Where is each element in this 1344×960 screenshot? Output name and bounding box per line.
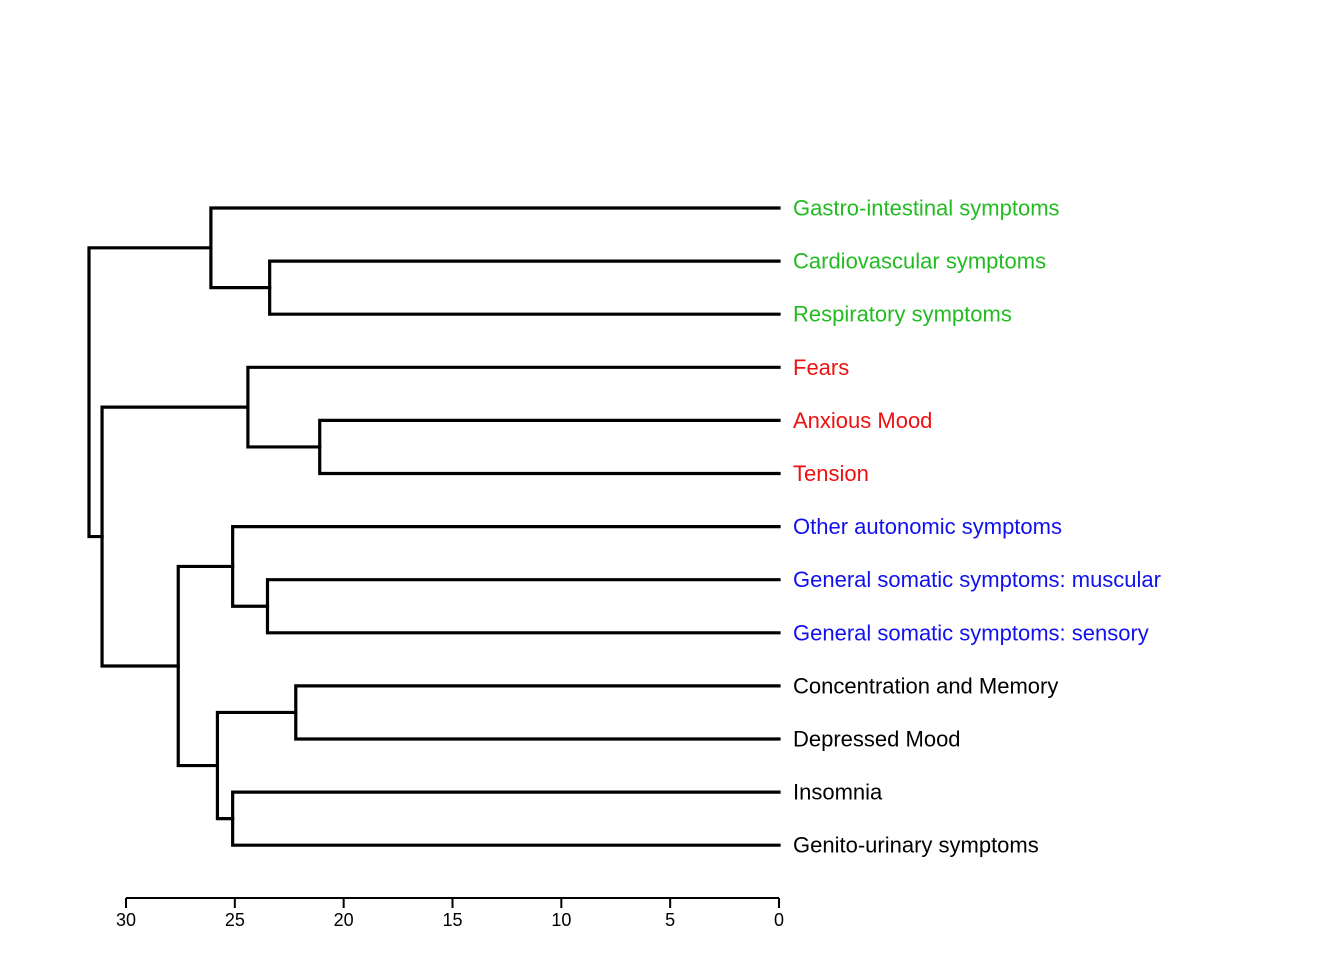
leaf-label: Concentration and Memory <box>793 673 1058 698</box>
merge-link-m7 <box>294 684 781 741</box>
x-tick-label: 5 <box>665 910 675 930</box>
x-tick-label: 25 <box>225 910 245 930</box>
leaf-label: Cardiovascular symptoms <box>793 249 1046 274</box>
leaf-label: Other autonomic symptoms <box>793 514 1062 539</box>
leaf-label: Respiratory symptoms <box>793 302 1012 327</box>
merge-link-m2 <box>209 206 781 290</box>
leaf-label: Genito-urinary symptoms <box>793 833 1039 858</box>
leaf-label: Depressed Mood <box>793 727 961 752</box>
merge-link-m11 <box>100 405 250 668</box>
leaf-label: General somatic symptoms: sensory <box>793 620 1149 645</box>
x-tick-label: 0 <box>774 910 784 930</box>
merge-link-m4 <box>246 365 781 449</box>
merge-link-m5 <box>265 578 781 635</box>
x-tick-label: 30 <box>116 910 136 930</box>
leaf-label: Fears <box>793 355 849 380</box>
leaf-label: General somatic symptoms: muscular <box>793 567 1161 592</box>
merge-link-m3 <box>318 418 781 476</box>
leaf-label: Gastro-intestinal symptoms <box>793 196 1060 221</box>
x-tick-label: 15 <box>442 910 462 930</box>
x-axis-ticks: 30 25 20 15 10 5 0 <box>116 898 784 930</box>
x-tick-label: 20 <box>334 910 354 930</box>
leaf-label: Tension <box>793 461 869 486</box>
merge-link-m6 <box>231 525 781 608</box>
dendrogram-links <box>87 206 781 847</box>
merge-link-m1 <box>268 259 781 316</box>
x-tick-label: 10 <box>551 910 571 930</box>
merge-link-m8 <box>231 790 781 847</box>
merge-link-m12 <box>87 246 213 539</box>
leaf-labels: Gastro-intestinal symptoms Cardiovascular… <box>793 196 1161 858</box>
merge-link-m9 <box>215 710 298 821</box>
leaf-label: Insomnia <box>793 780 883 805</box>
merge-link-m10 <box>176 564 235 768</box>
leaf-label: Anxious Mood <box>793 408 932 433</box>
x-axis: 30 25 20 15 10 5 0 <box>116 897 784 930</box>
